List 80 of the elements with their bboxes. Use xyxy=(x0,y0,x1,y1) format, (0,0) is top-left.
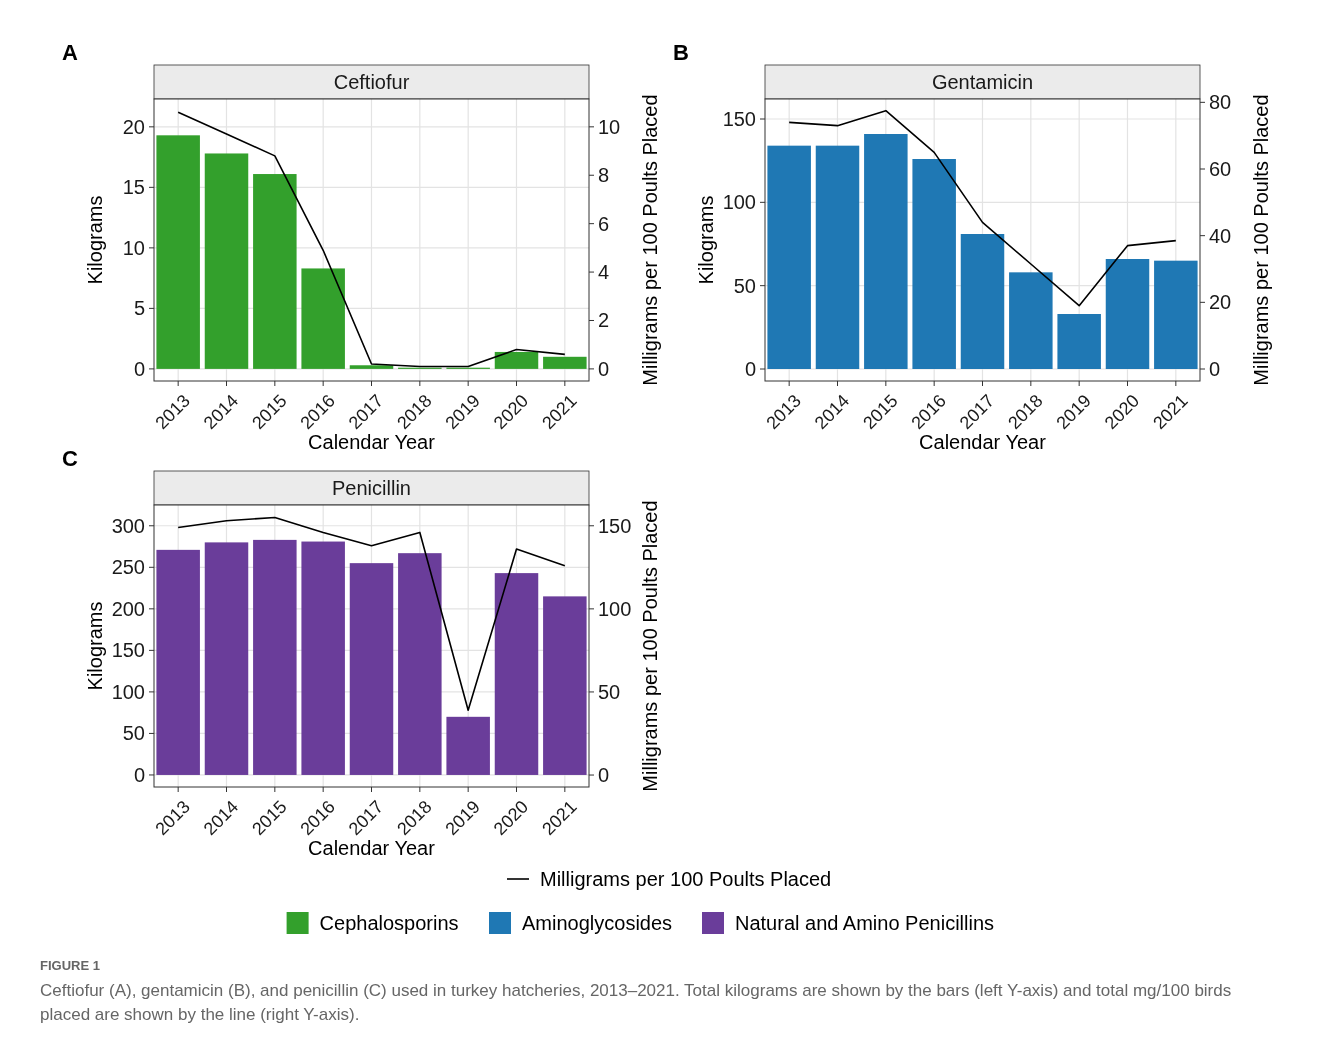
y2-tick-label: 20 xyxy=(1209,291,1232,314)
y-tick-label: 100 xyxy=(111,680,145,703)
bar xyxy=(494,573,539,775)
y2-tick-label: 2 xyxy=(598,309,610,332)
bar xyxy=(912,159,956,369)
y2-tick-label: 10 xyxy=(598,115,621,138)
y-tick-label: 10 xyxy=(122,236,145,259)
bar xyxy=(204,153,249,369)
y2-axis-title: Milligrams per 100 Poults Placed xyxy=(639,94,661,386)
bar xyxy=(543,356,587,369)
y2-tick-label: 4 xyxy=(598,261,610,284)
caption: FIGURE 1 xyxy=(40,958,101,973)
text: A xyxy=(62,40,78,65)
bar xyxy=(543,596,587,775)
y2-tick-label: 8 xyxy=(598,164,610,187)
y2-axis-title: Milligrams per 100 Poults Placed xyxy=(1250,94,1272,386)
y2-tick-label: 100 xyxy=(598,597,632,620)
bar xyxy=(767,145,811,369)
line-series xyxy=(177,516,566,712)
y-axis-title: Kilograms xyxy=(84,601,106,691)
bar xyxy=(253,539,297,775)
x-axis-title: Calendar Year xyxy=(308,431,436,453)
bar xyxy=(398,553,442,775)
y-tick-label: 50 xyxy=(733,274,756,297)
y-tick-label: 50 xyxy=(122,722,145,745)
bar xyxy=(1009,272,1053,369)
bar xyxy=(494,351,539,369)
y-tick-label: 150 xyxy=(722,108,756,130)
chart-title: Penicillin xyxy=(332,477,411,499)
chart-title: Ceftiofur xyxy=(333,71,410,93)
legend-label: Milligrams per 100 Poults Placed xyxy=(540,868,832,890)
bar xyxy=(815,145,860,369)
bar xyxy=(1057,314,1101,369)
y2-axis-title: Milligrams per 100 Poults Placed xyxy=(639,500,661,792)
y-tick-label: 0 xyxy=(133,763,145,786)
legend-label: Natural and Amino Penicillins xyxy=(735,912,995,934)
x-axis-title: Calendar Year xyxy=(919,431,1047,453)
bar xyxy=(156,135,200,369)
y-tick-label: 200 xyxy=(111,597,145,620)
y-tick-label: 0 xyxy=(133,357,145,380)
y-tick-label: 15 xyxy=(122,176,145,199)
y-tick-label: 150 xyxy=(111,639,145,662)
y2-tick-label: 50 xyxy=(598,680,621,703)
y2-tick-label: 0 xyxy=(1209,358,1221,380)
y2-tick-label: 0 xyxy=(598,764,610,787)
bar xyxy=(960,234,1005,369)
text: C xyxy=(62,446,78,471)
bar xyxy=(349,563,394,775)
y-tick-label: 0 xyxy=(744,358,756,380)
y-tick-label: 5 xyxy=(133,297,145,320)
bar xyxy=(253,174,297,369)
y-axis-title: Kilograms xyxy=(695,195,717,285)
bar xyxy=(864,134,908,369)
bar xyxy=(446,716,490,775)
y-tick-label: 20 xyxy=(122,115,145,138)
text: B xyxy=(673,40,689,65)
bar xyxy=(204,542,249,775)
y-tick-label: 250 xyxy=(111,556,145,579)
bar xyxy=(301,268,345,369)
bar xyxy=(301,541,345,775)
y2-tick-label: 150 xyxy=(598,514,632,537)
bar xyxy=(156,549,200,775)
text: Ceftiofur (A), gentamicin (B), and penicillin (C) used in turkey hatcheries, 2013–2021. Total kilograms are shown by the bars (left Y-axis) and total mg/100 birds placed are shown by the line (right Y-axis). xyxy=(40,980,1233,1026)
chart-title: Gentamicin xyxy=(931,71,1034,93)
legend-label: Aminoglycosides xyxy=(522,912,673,934)
legend-label: Cephalosporins xyxy=(319,912,459,934)
x-axis-title: Calendar Year xyxy=(308,837,436,859)
bar xyxy=(1105,259,1150,369)
y2-tick-label: 40 xyxy=(1209,224,1232,247)
line-series xyxy=(788,109,1177,307)
y-tick-label: 300 xyxy=(111,514,145,537)
y2-tick-label: 60 xyxy=(1209,158,1232,180)
y2-tick-label: 0 xyxy=(598,357,610,380)
bar xyxy=(1154,260,1198,369)
y2-tick-label: 80 xyxy=(1209,91,1232,114)
y2-tick-label: 6 xyxy=(598,212,610,235)
line-series xyxy=(177,111,566,368)
y-axis-title: Kilograms xyxy=(84,195,106,285)
y-tick-label: 100 xyxy=(722,191,756,214)
bar xyxy=(349,365,394,369)
